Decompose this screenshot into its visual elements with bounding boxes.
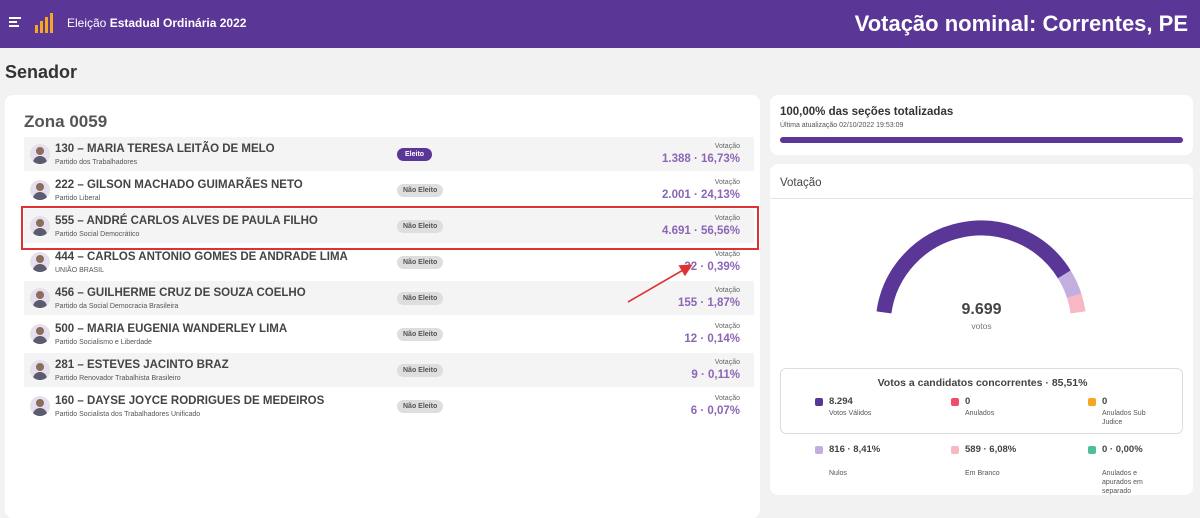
legend-value: 0: [965, 396, 971, 407]
candidate-party: Partido Renovador Trabalhista Brasileiro: [55, 375, 181, 382]
status-badge: Não Eleito: [397, 256, 444, 269]
candidate-name: 500 – MARIA EUGENIA WANDERLEY LIMA: [55, 323, 288, 335]
vote-label: Votação: [714, 251, 740, 258]
candidate-name: 555 – ANDRÉ CARLOS ALVES DE PAULA FILHO: [55, 215, 318, 227]
top-bar: Eleição Estadual Ordinária 2022 Votação …: [0, 0, 1200, 48]
candidate-votes: 12 · 0,14%: [684, 333, 740, 345]
office-title: Senador: [5, 62, 78, 82]
zone-title: Zona 0059: [24, 112, 108, 131]
legend-value: 589 · 6,08%: [965, 444, 1017, 455]
candidate-name: 222 – GILSON MACHADO GUIMARÃES NETO: [55, 179, 303, 191]
zone-card: Zona 0059 130 – MARIA TERESA LEITÃO DE M…: [5, 95, 760, 518]
vote-label: Votação: [714, 287, 740, 294]
legend-swatch: [815, 398, 823, 406]
candidate-party: UNIÃO BRASIL: [55, 267, 105, 274]
candidate-party: Partido da Social Democracia Brasileira: [55, 303, 179, 310]
gauge-segment-valid: [876, 220, 1071, 314]
status-badge: Não Eleito: [397, 328, 444, 341]
candidate-votes: 1.388 · 16,73%: [661, 153, 740, 165]
legend-label: Nulos: [829, 470, 847, 477]
legend-swatch: [951, 446, 959, 454]
page-heading: Votação nominal: Correntes, PE: [854, 11, 1188, 36]
candidate-row[interactable]: 444 – CARLOS ANTONIO GOMES DE ANDRADE LI…: [24, 245, 754, 279]
legend-swatch: [1088, 398, 1096, 406]
highlight-box: [21, 206, 759, 250]
vote-label: Votação: [714, 359, 740, 366]
sections-progress-bar: [780, 137, 1183, 143]
total-votes-label: votos: [971, 321, 992, 331]
legend-label: Votos Válidos: [829, 410, 872, 417]
candidate-avatar: [30, 324, 50, 344]
candidate-votes: 9 · 0,11%: [691, 369, 740, 381]
candidate-row[interactable]: 222 – GILSON MACHADO GUIMARÃES NETO Parti…: [24, 173, 754, 207]
last-updated: Última atualização 02/10/2022 19:53:09: [780, 122, 904, 129]
candidate-name: 130 – MARIA TERESA LEITÃO DE MELO: [55, 143, 275, 155]
candidate-avatar: [30, 396, 50, 416]
legend-value: 816 · 8,41%: [829, 444, 881, 455]
vote-label: Votação: [714, 143, 740, 150]
legend-swatch: [815, 446, 823, 454]
votes-card: Votação 9.699 votos Votos a candidatos c…: [770, 164, 1193, 495]
candidate-votes: 6 · 0,07%: [690, 405, 740, 417]
candidate-avatar: [30, 216, 50, 236]
candidate-name: 160 – DAYSE JOYCE RODRIGUES DE MEDEIROS: [55, 395, 325, 407]
candidate-name: 444 – CARLOS ANTONIO GOMES DE ANDRADE LI…: [55, 251, 348, 263]
legend-value: 8.294: [829, 396, 853, 407]
menu-icon[interactable]: [9, 17, 21, 27]
valid-votes-summary: Votos a candidatos concorrentes · 85,51%: [780, 368, 1183, 434]
legend-value: 0: [1102, 396, 1108, 407]
candidate-avatar: [30, 252, 50, 272]
sections-card: 100,00% das seções totalizadas Última at…: [770, 95, 1193, 155]
candidate-avatar: [30, 360, 50, 380]
status-badge: Não Eleito: [397, 292, 444, 305]
votes-title: Votação: [780, 177, 822, 189]
sections-progress-fill: [780, 137, 1183, 143]
legend-label: Em Branco: [965, 470, 1000, 477]
legend-label: Anulados e apurados em separado: [1102, 470, 1143, 495]
vote-label: Votação: [714, 179, 740, 186]
candidate-avatar: [30, 144, 50, 164]
annotation-arrow-icon: [627, 264, 693, 303]
status-badge: Não Eleito: [397, 220, 444, 233]
status-badge: Eleito: [397, 148, 433, 161]
total-votes: 9.699: [961, 301, 1002, 318]
candidate-party: Partido Socialismo e Liberdade: [55, 339, 152, 346]
candidate-row[interactable]: 555 – ANDRÉ CARLOS ALVES DE PAULA FILHO P…: [24, 209, 754, 243]
candidate-party: Partido Liberal: [55, 195, 101, 202]
legend-value: 0 · 0,00%: [1102, 444, 1143, 455]
vote-label: Votação: [714, 395, 740, 402]
summary-title: Votos a candidatos concorrentes · 85,51%: [877, 377, 1088, 389]
candidate-row[interactable]: 456 – GUILHERME CRUZ DE SOUZA COELHO Part…: [24, 281, 754, 315]
legend-label: Anulados Sub Judice: [1102, 410, 1146, 426]
candidate-avatar: [30, 288, 50, 308]
app-title: Eleição Estadual Ordinária 2022: [67, 16, 247, 30]
status-badge: Não Eleito: [397, 364, 444, 377]
candidate-row[interactable]: 130 – MARIA TERESA LEITÃO DE MELO Partido…: [24, 137, 754, 171]
candidate-row[interactable]: 160 – DAYSE JOYCE RODRIGUES DE MEDEIROS P…: [24, 389, 754, 423]
candidate-party: Partido Socialista dos Trabalhadores Uni…: [55, 411, 201, 418]
candidate-avatar: [30, 180, 50, 200]
status-badge: Não Eleito: [397, 400, 444, 413]
legend-swatch: [1088, 446, 1096, 454]
votes-gauge: [876, 220, 1086, 314]
candidate-name: 281 – ESTEVES JACINTO BRAZ: [55, 359, 229, 371]
gauge-segment-blank: [1067, 293, 1086, 314]
gauge-segment-null: [1057, 270, 1082, 299]
candidate-row[interactable]: 281 – ESTEVES JACINTO BRAZ Partido Renova…: [24, 353, 754, 387]
candidate-votes: 155 · 1,87%: [677, 297, 740, 309]
status-badge: Não Eleito: [397, 184, 444, 197]
candidate-votes: 4.691 · 56,56%: [661, 225, 740, 237]
candidate-party: Partido dos Trabalhadores: [55, 159, 138, 166]
vote-label: Votação: [714, 323, 740, 330]
legend-label: Anulados: [965, 410, 995, 417]
chart-logo-icon: [34, 9, 56, 33]
candidate-votes: 32 · 0,39%: [684, 261, 740, 273]
vote-label: Votação: [714, 215, 740, 222]
candidate-votes: 2.001 · 24,13%: [661, 189, 740, 201]
candidate-row[interactable]: 500 – MARIA EUGENIA WANDERLEY LIMA Partid…: [24, 317, 754, 351]
legend-swatch: [951, 398, 959, 406]
sections-title: 100,00% das seções totalizadas: [780, 106, 954, 118]
candidate-party: Partido Social Democrático: [55, 231, 140, 238]
candidate-name: 456 – GUILHERME CRUZ DE SOUZA COELHO: [55, 287, 306, 299]
